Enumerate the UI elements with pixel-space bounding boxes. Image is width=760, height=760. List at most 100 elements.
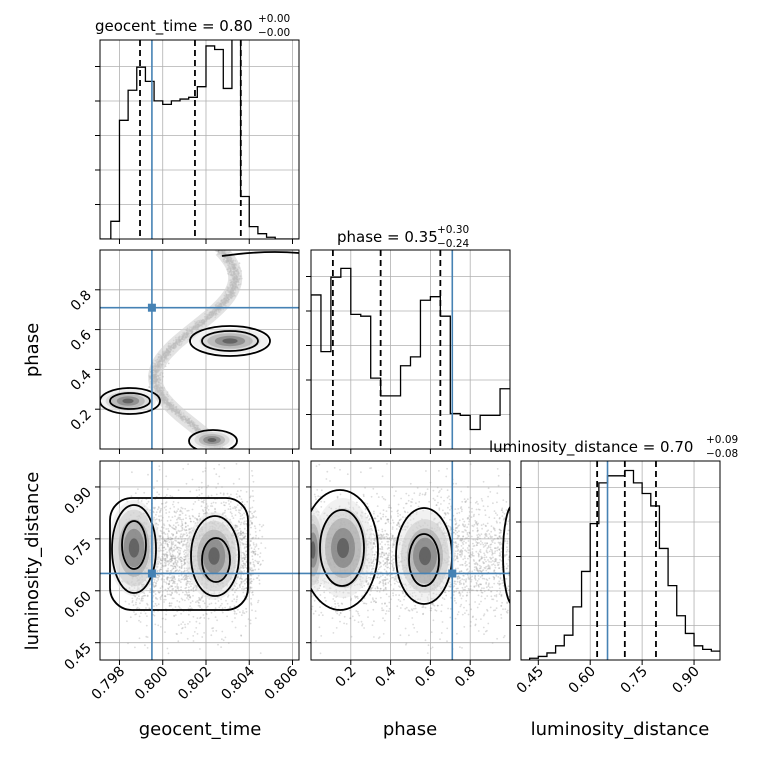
sample-point (205, 606, 208, 609)
sample-point (165, 528, 168, 530)
sample-point (181, 522, 184, 525)
sample-point (218, 463, 221, 466)
sample-point (254, 617, 257, 620)
sample-point (174, 556, 177, 559)
sample-point (145, 624, 148, 627)
sample-point (164, 548, 167, 551)
sample-point (206, 605, 209, 608)
sample-point (262, 559, 264, 562)
sample-point (178, 606, 181, 609)
sample-point (236, 595, 239, 597)
sample-point (205, 486, 208, 489)
sample-point (177, 489, 180, 492)
sample-point (171, 557, 174, 560)
sample-point (228, 495, 231, 498)
sample-point (176, 556, 179, 559)
sample-point (226, 492, 229, 495)
sample-point (175, 526, 178, 529)
sample-point (245, 550, 248, 553)
sample-point (171, 592, 174, 595)
sample-point (238, 495, 241, 497)
sample-point (218, 475, 221, 478)
sample-point (250, 567, 253, 569)
sample-point (192, 503, 195, 505)
sample-point (138, 598, 141, 600)
sample-point (214, 507, 216, 510)
sample-point (185, 591, 188, 594)
sample-point (175, 569, 177, 572)
sample-point (198, 512, 201, 515)
sample-point (137, 488, 139, 490)
sample-point (223, 453, 225, 455)
sample-point (188, 621, 191, 623)
sample-point (159, 591, 162, 593)
sample-point (242, 537, 245, 540)
sample-point (154, 593, 157, 595)
sample-point (177, 546, 180, 549)
sample-point (260, 563, 262, 566)
sample-point (225, 501, 227, 504)
sample-point (171, 543, 174, 546)
sample-point (180, 560, 182, 563)
sample-point (183, 563, 185, 566)
sample-point (185, 529, 188, 531)
sample-point (159, 587, 162, 590)
sample-point (233, 605, 236, 607)
sample-point (234, 524, 237, 527)
sample-point (171, 542, 173, 544)
sample-point (172, 587, 175, 590)
sample-point (186, 580, 189, 583)
sample-point (152, 510, 155, 513)
sample-point (177, 558, 180, 560)
sample-point (180, 530, 182, 532)
sample-point (249, 582, 252, 584)
sample-point (242, 611, 244, 614)
sample-point (178, 542, 181, 545)
sample-point (178, 557, 181, 560)
sample-point (161, 590, 164, 593)
sample-point (254, 546, 257, 548)
sample-point (139, 621, 142, 623)
sample-point (236, 525, 239, 528)
sample-point (157, 603, 160, 606)
sample-point (149, 588, 152, 591)
sample-point (158, 570, 161, 573)
sample-point (160, 507, 163, 510)
sample-point (173, 615, 176, 618)
sample-point (214, 602, 217, 605)
sample-point (171, 579, 174, 582)
sample-point (202, 510, 205, 512)
sample-point (161, 544, 164, 547)
sample-point (213, 467, 216, 470)
sample-point (165, 501, 168, 503)
sample-point (240, 539, 243, 541)
sample-point (236, 596, 238, 599)
sample-point (184, 626, 187, 629)
sample-point (183, 578, 186, 581)
sample-point (158, 468, 161, 471)
sample-point (252, 515, 255, 518)
sample-point (204, 506, 207, 509)
sample-point (176, 518, 178, 521)
sample-point (194, 501, 197, 503)
sample-point (240, 580, 243, 583)
sample-point (182, 534, 184, 537)
sample-point (248, 543, 251, 546)
sample-point (221, 607, 224, 610)
sample-point (183, 559, 185, 561)
sample-point (174, 567, 177, 569)
sample-point (163, 581, 166, 583)
sample-point (227, 499, 230, 502)
sample-point (212, 501, 215, 504)
sample-point (252, 514, 255, 517)
sample-point (167, 652, 170, 655)
sample-point (169, 564, 172, 567)
sample-point (232, 594, 235, 596)
sample-point (252, 570, 254, 572)
sample-point (189, 518, 192, 520)
sample-point (184, 558, 186, 561)
sample-point (161, 516, 164, 519)
sample-point (250, 577, 253, 580)
sample-point (195, 620, 198, 623)
sample-point (159, 598, 162, 601)
